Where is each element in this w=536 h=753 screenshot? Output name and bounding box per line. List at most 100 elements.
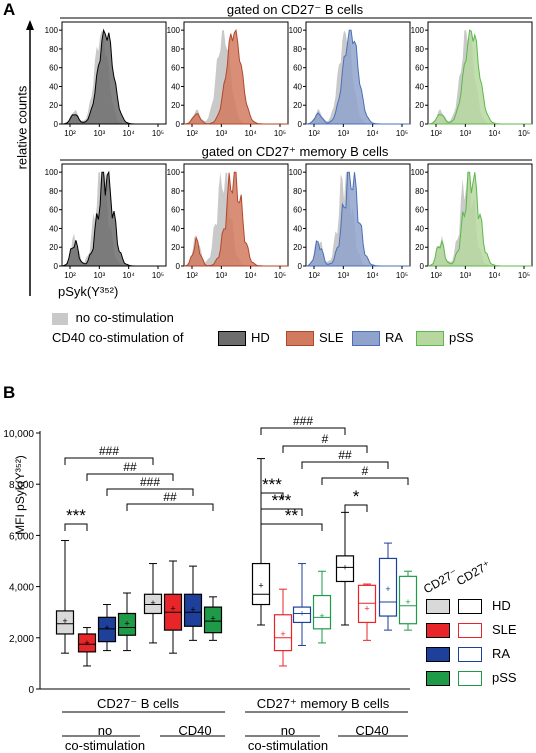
sig-bracket-m6: *** xyxy=(260,491,303,516)
box-ra-cd27pos-nostim: + xyxy=(292,563,312,646)
y-tick-label: 100 xyxy=(167,26,181,35)
x-tick-label: 10³ xyxy=(338,129,350,138)
x-tick-label: 10² xyxy=(430,271,442,280)
legend-swatch xyxy=(218,331,246,347)
legend-swatch xyxy=(416,331,444,347)
sig-label: *** xyxy=(66,506,86,525)
y-tick-label: 40 xyxy=(49,82,58,91)
cd27pos-no-label: no xyxy=(280,723,296,738)
legend-b-swatch-cd27pos-hd xyxy=(458,599,482,614)
legend-nostim-swatch xyxy=(52,312,68,325)
y-tick-label: 8,000 xyxy=(9,480,34,491)
box-sle-cd27neg-nostim: + xyxy=(77,627,97,667)
y-tick-label: 20 xyxy=(415,243,424,252)
box-mean: + xyxy=(258,580,263,590)
y-tick-label: 60 xyxy=(415,64,424,73)
x-tick-label: 10² xyxy=(308,271,320,280)
cd27neg-cd40-label: CD40 xyxy=(178,723,212,738)
x-tick-label: 10⁴ xyxy=(488,129,501,138)
y-tick-label: 60 xyxy=(171,64,180,73)
sig-bracket-line xyxy=(260,508,303,516)
sig-bracket-m4: # xyxy=(321,464,409,485)
sig-label: ## xyxy=(338,448,352,462)
box-mean: + xyxy=(342,562,347,572)
sig-label: *** xyxy=(272,491,292,510)
box-sle-cd27neg-cd40: + xyxy=(163,560,183,654)
y-tick-label: 0 xyxy=(54,262,59,271)
cd40-histogram xyxy=(305,171,410,267)
histogram-ra-row1: 0 20 40 60 80 100 10² 10³ 10⁴ 10⁵ xyxy=(289,21,411,138)
x-tick-label: 10⁵ xyxy=(274,129,286,138)
box-iqr xyxy=(55,610,75,635)
legend-b-swatch-cd27neg-sle xyxy=(426,623,450,638)
y-tick-label: 100 xyxy=(45,26,59,35)
legend-label: SLE xyxy=(319,330,344,345)
box-mean: + xyxy=(280,629,285,639)
y-tick-label: 60 xyxy=(415,206,424,215)
sig-label: ## xyxy=(123,460,137,474)
sig-bracket-line xyxy=(64,457,154,465)
y-tick-label: 100 xyxy=(289,26,303,35)
cd40-histogram xyxy=(61,28,166,125)
legend-nostim-label: no co-stimulation xyxy=(75,310,174,325)
y-tick-label: 20 xyxy=(49,101,58,110)
box-iqr xyxy=(335,555,355,583)
x-tick-label: 10⁵ xyxy=(274,271,286,280)
y-tick-label: 80 xyxy=(293,45,302,54)
legend-b-label-sle: SLE xyxy=(492,622,517,637)
y-tick-label: 0 xyxy=(54,120,59,129)
y-tick-label: 2,000 xyxy=(9,634,34,645)
box-iqr xyxy=(77,633,97,653)
x-tick-label: 10³ xyxy=(216,129,228,138)
sig-bracket-m7: ** xyxy=(260,506,323,531)
box-pss-cd27pos-cd40: + xyxy=(398,570,418,631)
y-tick-label: 0 xyxy=(176,120,181,129)
box-ra-cd27pos-cd40: + xyxy=(378,542,398,631)
box-pss-cd27neg-nostim: + xyxy=(117,592,137,652)
sig-bracket-line xyxy=(260,492,284,500)
x-tick-label: 10² xyxy=(186,129,198,138)
box-iqr xyxy=(97,616,117,643)
box-hd-cd27neg-cd40: + xyxy=(143,563,163,644)
histogram-hd-row1: 0 20 40 60 80 100 10² 10³ 10⁴ 10⁵ xyxy=(45,21,167,138)
box-mean: + xyxy=(299,608,304,618)
sig-bracket-line xyxy=(260,523,323,531)
sig-bracket-s5: *** xyxy=(64,506,88,531)
x-tick-label: 10² xyxy=(186,271,198,280)
legend-b-swatch-cd27neg-ra xyxy=(426,647,450,662)
legend-b-label-hd: HD xyxy=(492,598,511,613)
legend-pss: pSS xyxy=(416,330,474,347)
box-mean: + xyxy=(364,603,369,613)
y-tick-label: 60 xyxy=(293,64,302,73)
sig-label: ** xyxy=(285,506,299,525)
box-hd-cd27pos-nostim: + xyxy=(251,458,271,626)
panel-b-label: B xyxy=(3,383,16,402)
pSyk-axis-label: pSyk(Y³⁵²) xyxy=(58,284,119,299)
y-tick-label: 40 xyxy=(293,82,302,91)
y-tick-label: 40 xyxy=(171,82,180,91)
histogram-pss-row1: 0 20 40 60 80 100 10² 10³ 10⁴ 10⁵ xyxy=(411,21,533,138)
box-mean: + xyxy=(190,605,195,615)
box-iqr xyxy=(273,614,293,652)
box-mean: + xyxy=(62,616,67,626)
sig-bracket-m1: ### xyxy=(260,414,346,435)
y-tick-label: 60 xyxy=(293,206,302,215)
sig-bracket-line xyxy=(260,427,346,435)
legend-b-label-ra: RA xyxy=(492,646,511,661)
legend-b-label-pss: pSS xyxy=(492,670,517,685)
sig-bracket-line xyxy=(282,445,368,453)
x-tick-label: 10³ xyxy=(460,271,472,280)
cd27neg-costim-label: co-stimulation xyxy=(64,738,146,753)
y-tick-label: 60 xyxy=(171,206,180,215)
y-tick-label: 80 xyxy=(49,187,58,196)
x-tick-label: 10³ xyxy=(216,271,228,280)
sig-bracket-m3: ## xyxy=(301,448,389,469)
box-pss-cd27pos-nostim: + xyxy=(312,570,332,644)
x-tick-label: 10⁴ xyxy=(488,271,501,280)
box-iqr xyxy=(398,575,418,625)
box-mean: + xyxy=(104,623,109,633)
sig-bracket-m5: *** xyxy=(260,475,284,500)
y-tick-label: 6,000 xyxy=(9,531,34,542)
y-tick-label: 80 xyxy=(293,187,302,196)
cd27pos-costim-label: co-stimulation xyxy=(247,738,329,753)
